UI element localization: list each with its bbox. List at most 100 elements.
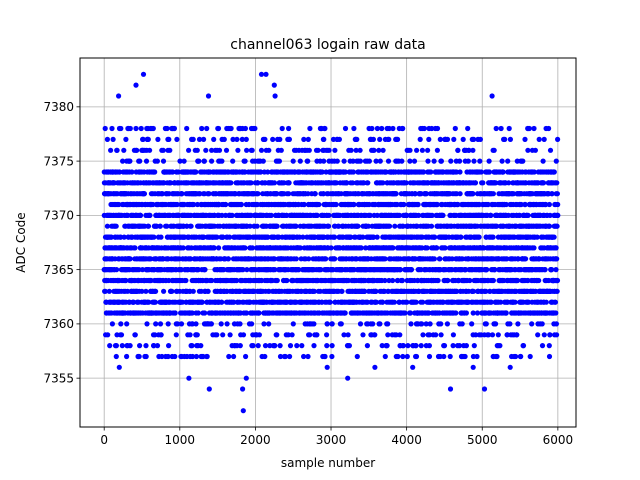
data-point	[431, 256, 437, 262]
data-point	[385, 158, 392, 164]
data-point	[450, 332, 456, 338]
data-point	[105, 332, 111, 338]
data-point	[419, 321, 425, 327]
data-point	[159, 353, 165, 360]
data-point	[240, 332, 247, 338]
data-point	[433, 332, 439, 338]
data-point	[199, 125, 205, 132]
data-point	[201, 136, 207, 142]
data-point	[441, 343, 448, 349]
data-point	[113, 223, 119, 229]
data-point	[387, 223, 393, 229]
data-point	[127, 343, 133, 349]
data-point	[152, 169, 158, 175]
data-point	[271, 180, 278, 186]
data-point	[260, 158, 266, 164]
data-point	[160, 147, 166, 153]
data-point	[414, 147, 420, 153]
data-point	[364, 343, 370, 349]
data-point	[244, 147, 250, 153]
data-point	[114, 147, 120, 153]
data-point	[193, 169, 199, 175]
data-point	[175, 169, 181, 175]
data-point	[141, 191, 147, 197]
data-point	[214, 332, 220, 338]
data-point	[434, 245, 440, 251]
data-point	[351, 125, 357, 132]
data-point	[189, 310, 195, 316]
data-point	[321, 158, 327, 164]
data-point	[131, 299, 137, 305]
data-point	[395, 136, 401, 142]
data-point	[297, 158, 303, 164]
data-point	[224, 321, 230, 327]
data-point	[354, 353, 360, 360]
data-point	[147, 212, 153, 218]
data-point	[151, 343, 157, 349]
data-point	[118, 332, 125, 338]
data-point	[145, 223, 152, 229]
data-point	[374, 234, 380, 240]
data-point	[262, 353, 268, 360]
data-point	[472, 180, 479, 186]
data-point	[405, 343, 411, 349]
data-point	[109, 125, 115, 132]
data-point	[148, 256, 154, 262]
data-point	[357, 321, 364, 327]
data-point	[166, 136, 172, 142]
data-point	[180, 245, 186, 251]
data-point	[108, 234, 114, 240]
data-point	[274, 223, 280, 229]
data-point	[206, 191, 212, 197]
data-point	[154, 158, 160, 164]
data-point	[152, 332, 158, 338]
data-point	[369, 125, 375, 132]
data-point	[229, 212, 235, 218]
data-point	[413, 299, 419, 305]
data-point	[214, 234, 220, 240]
data-point	[400, 343, 406, 349]
data-point	[137, 343, 143, 349]
data-point	[116, 169, 123, 175]
data-point	[204, 353, 210, 360]
data-point	[171, 125, 177, 132]
data-point	[124, 321, 130, 327]
data-point	[272, 343, 278, 349]
data-point	[169, 288, 175, 294]
data-point	[170, 169, 176, 175]
data-point	[434, 147, 440, 153]
data-point	[386, 136, 392, 142]
data-point	[366, 158, 372, 164]
data-point	[258, 147, 265, 153]
data-point	[165, 321, 171, 327]
data-point	[202, 267, 208, 273]
data-point	[190, 136, 196, 142]
data-point	[390, 277, 396, 284]
data-point	[441, 353, 447, 360]
data-point	[329, 321, 335, 327]
data-point	[150, 125, 156, 132]
data-point	[442, 245, 448, 251]
data-point	[279, 125, 285, 132]
data-point	[445, 277, 451, 284]
data-point	[390, 125, 396, 132]
data-point	[187, 332, 193, 338]
data-point	[189, 321, 195, 327]
data-point	[154, 343, 161, 349]
data-point	[276, 158, 282, 164]
data-point	[127, 125, 133, 132]
data-point	[250, 343, 256, 349]
data-point	[301, 136, 307, 142]
data-point	[341, 158, 347, 164]
data-point	[228, 125, 234, 132]
data-point	[324, 343, 330, 349]
data-point	[322, 353, 328, 360]
data-point	[425, 158, 431, 164]
data-point	[216, 147, 223, 153]
data-point	[450, 343, 456, 349]
data-point	[305, 136, 311, 142]
data-point	[326, 147, 332, 153]
data-point	[287, 343, 294, 349]
data-point	[418, 343, 424, 349]
